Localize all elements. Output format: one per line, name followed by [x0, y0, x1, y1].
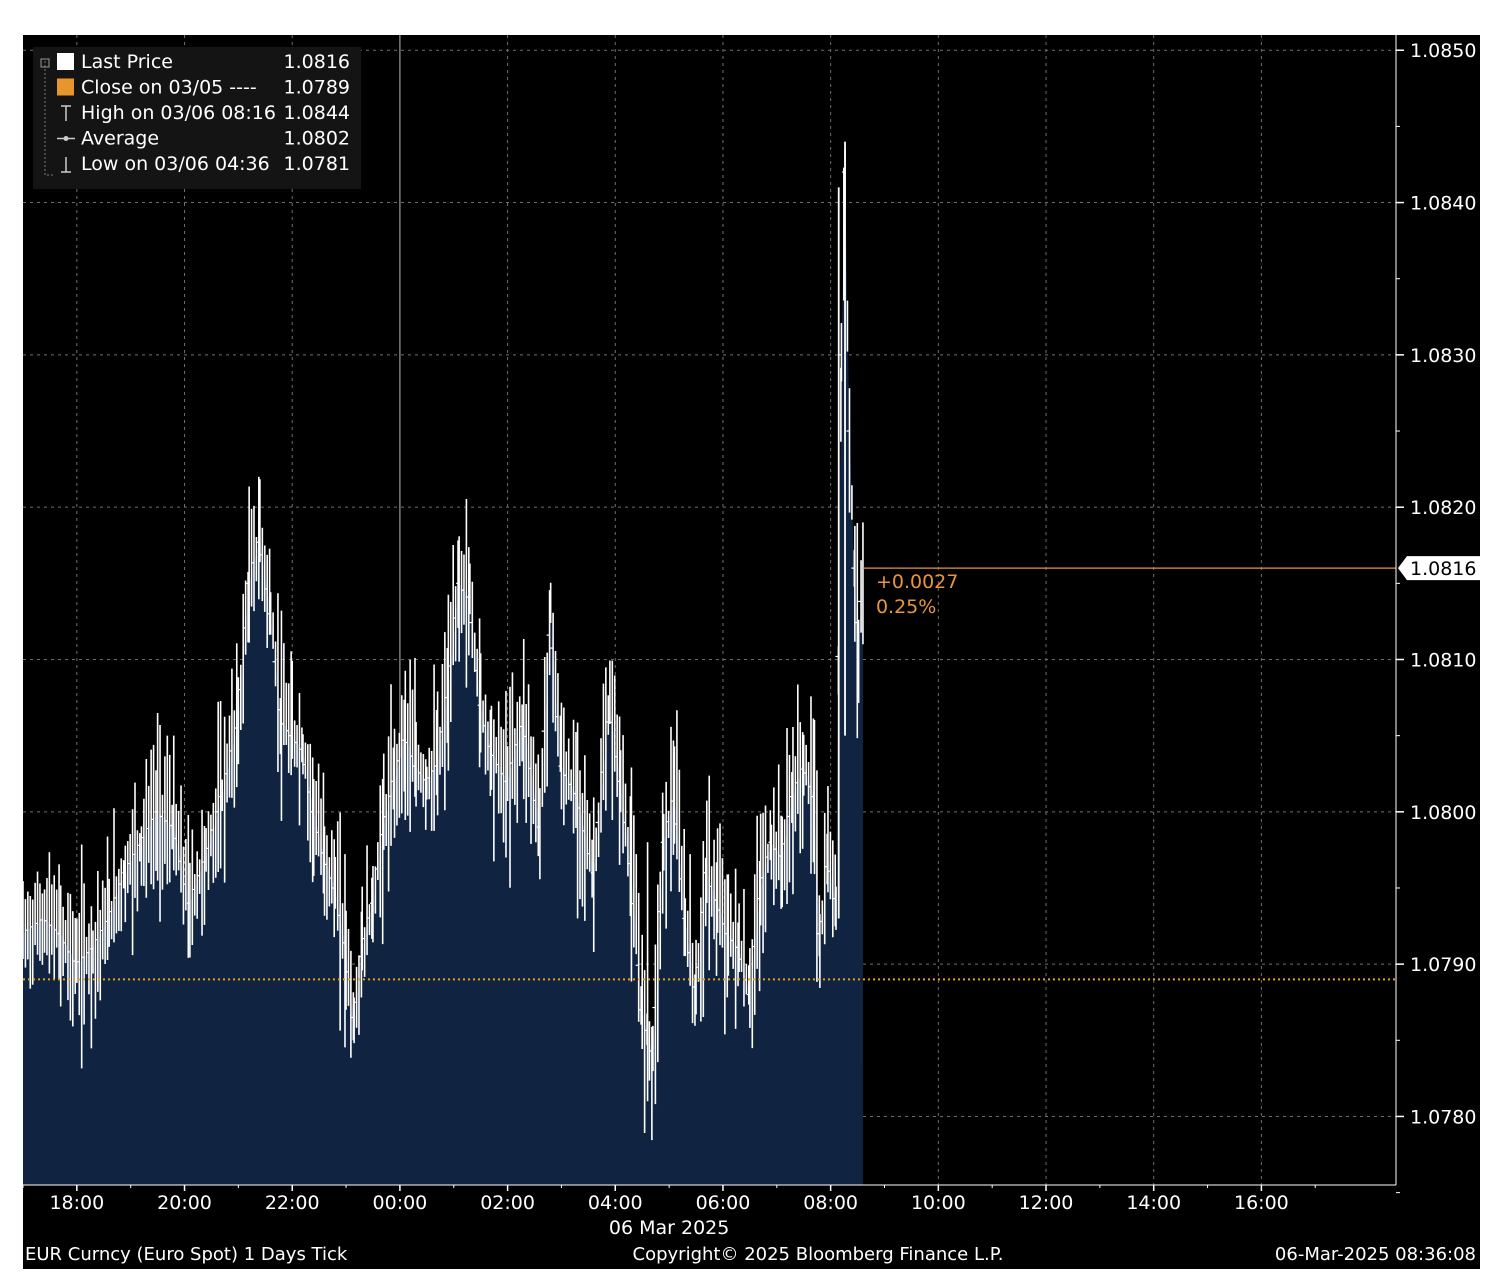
- legend-orange-square-icon: [57, 78, 74, 96]
- legend-label: Last Price: [81, 51, 173, 73]
- legend-collapse-icon: [40, 58, 50, 68]
- footer-copyright: Copyright© 2025 Bloomberg Finance L.P.: [633, 1244, 1004, 1265]
- legend-label: Close on 03/05 ----: [81, 77, 257, 99]
- legend-white-square-icon: [57, 53, 74, 70]
- x-tick-label: 00:00: [373, 1192, 428, 1214]
- y-tick-label: 1.0850: [1410, 40, 1476, 62]
- axes: 1.0850 1.0840 1.0830 1.0820 1.0810 1.0800 1.07…: [22, 35, 1480, 1239]
- price-area: [23, 172, 863, 1186]
- legend-value: 1.0789: [284, 77, 350, 99]
- x-tick-label: 16:00: [1234, 1192, 1289, 1214]
- y-tick-label: 1.0830: [1410, 345, 1476, 367]
- y-tick-label: 1.0800: [1410, 802, 1476, 824]
- reference-lines: [23, 567, 1396, 981]
- legend-background: [33, 47, 361, 189]
- change-absolute: +0.0027: [876, 571, 958, 593]
- x-tick-label: 18:00: [49, 1192, 104, 1214]
- legend-label: High on 03/06 08:16: [81, 102, 276, 124]
- legend: Last Price 1.0816 Close on 03/05 ---- 1.078…: [33, 47, 361, 189]
- price-area-fill: [23, 172, 863, 1186]
- x-tick-label: 10:00: [911, 1192, 966, 1214]
- legend-low-icon: [61, 157, 71, 173]
- price-ticks: [20, 141, 864, 1141]
- y-tick-label: 1.0840: [1410, 193, 1476, 215]
- legend-label: Average: [81, 128, 159, 150]
- legend-value: 1.0802: [284, 128, 350, 150]
- x-tick-label: 14:00: [1126, 1192, 1181, 1214]
- chart-frame: 1.0850 1.0840 1.0830 1.0820 1.0810 1.0800 1.07…: [20, 35, 1480, 1269]
- legend-average-dot-icon: [63, 136, 69, 141]
- legend-tree-connector: [44, 61, 53, 176]
- y-tick-label: 1.0780: [1410, 1106, 1476, 1128]
- x-tick-label: 20:00: [157, 1192, 212, 1214]
- legend-value: 1.0781: [284, 153, 350, 175]
- legend-high-icon: [61, 105, 71, 121]
- footer: EUR Curncy (Euro Spot) 1 Days Tick Copyri…: [25, 1244, 1476, 1265]
- x-tick-label: 02:00: [480, 1192, 535, 1214]
- y-tick-label: 1.0790: [1410, 954, 1476, 976]
- footer-timestamp: 06-Mar-2025 08:36:08: [1275, 1244, 1476, 1265]
- y-tick-label: 1.0820: [1410, 497, 1476, 519]
- legend-value: 1.0816: [284, 51, 350, 73]
- last-price-box: [1398, 556, 1480, 581]
- x-tick-label: 22:00: [265, 1192, 320, 1214]
- x-tick-label: 08:00: [803, 1192, 858, 1214]
- legend-label: Low on 03/06 04:36: [81, 153, 270, 175]
- x-tick-label: 06:00: [696, 1192, 751, 1214]
- last-price-axis-label: 1.0816: [1410, 558, 1476, 580]
- annotations: +0.0027 0.25%: [876, 571, 958, 618]
- change-percent: 0.25%: [876, 596, 936, 618]
- legend-value: 1.0844: [284, 102, 350, 124]
- price-chart: 1.0850 1.0840 1.0830 1.0820 1.0810 1.0800 1.07…: [20, 35, 1480, 1265]
- x-tick-label: 12:00: [1019, 1192, 1074, 1214]
- x-tick-label: 04:00: [588, 1192, 643, 1214]
- footer-security: EUR Curncy (Euro Spot) 1 Days Tick: [25, 1244, 348, 1265]
- y-tick-label: 1.0810: [1410, 650, 1476, 672]
- date-label: 06 Mar 2025: [609, 1217, 729, 1239]
